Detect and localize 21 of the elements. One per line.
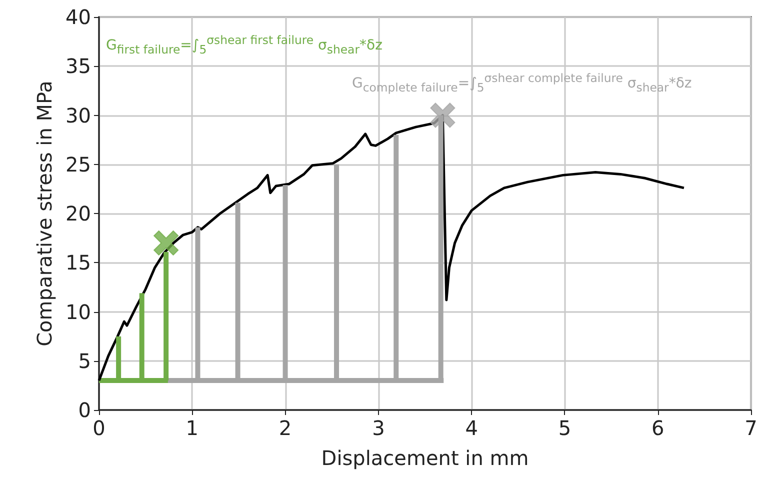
x-tick-label: 6: [651, 416, 664, 440]
x-tick-label: 4: [465, 416, 478, 440]
y-tick-label: 30: [66, 103, 91, 128]
x-tick-label: 7: [744, 416, 758, 440]
y-tick-label: 5: [78, 348, 91, 373]
y-tick-label: 15: [66, 250, 91, 275]
x-tick-label: 2: [278, 416, 292, 440]
y-tick-label: 40: [66, 5, 91, 29]
x-tick-label: 1: [186, 416, 199, 440]
y-tick-label: 0: [78, 398, 91, 422]
y-tick-label: 25: [66, 152, 91, 176]
x-tick-label: 3: [372, 416, 385, 440]
x-axis-title: Displacement in mm: [321, 446, 529, 470]
x-tick-label: 0: [92, 416, 106, 440]
y-tick-label: 35: [66, 54, 91, 78]
y-axis-title: Comparative stress in MPa: [32, 80, 57, 346]
y-tick-label: 10: [66, 300, 91, 324]
annotation: G$_{first failure}$=∫$_{5}$$^{σshear first failure}$ σ$_{shear}$*δz: [106, 32, 382, 58]
y-tick-label: 20: [66, 202, 91, 226]
annotation: G$_{complete failure}$=∫$_{5}$$^{σshear complete failure}$ σ$_{shear}$*δz: [352, 70, 692, 96]
x-tick-label: 5: [558, 416, 572, 440]
